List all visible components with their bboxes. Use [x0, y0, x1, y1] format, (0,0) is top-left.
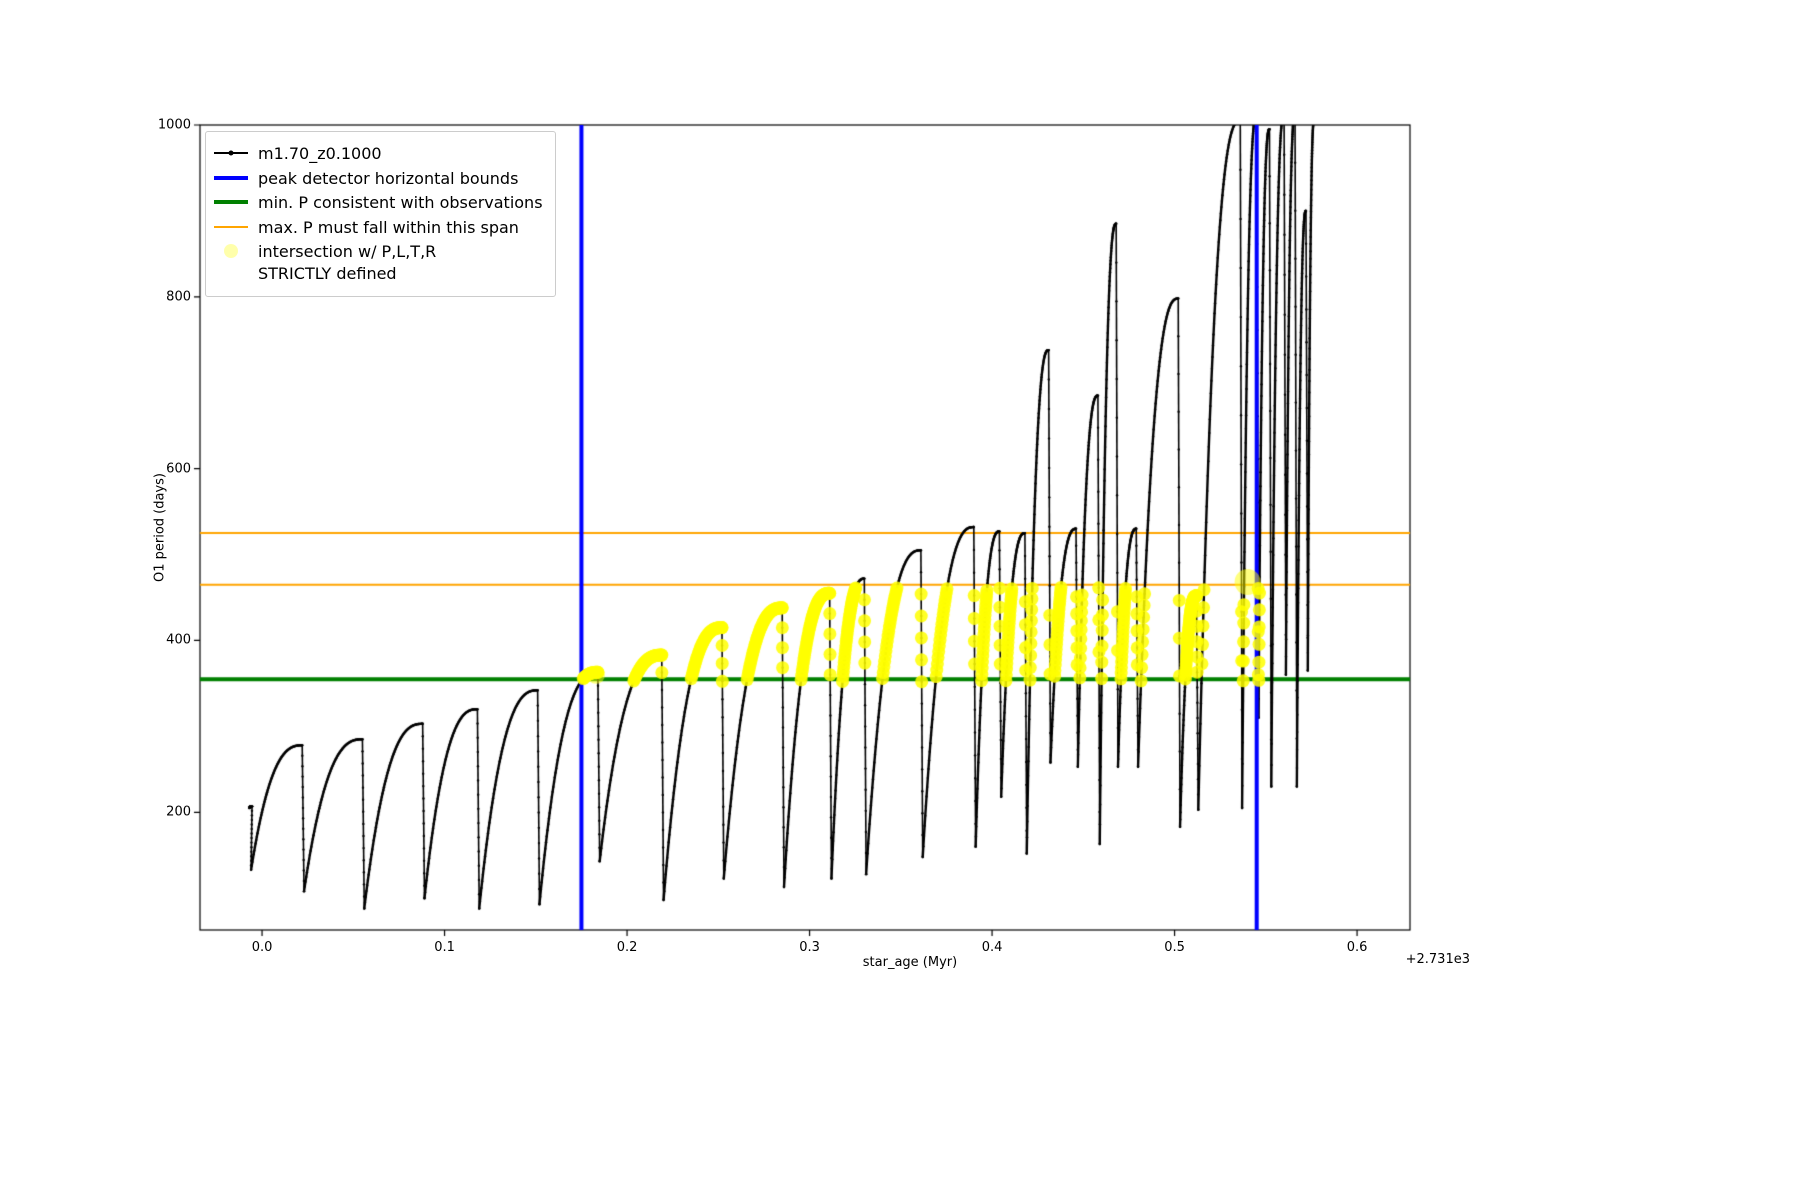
legend-item: peak detector horizontal bounds [214, 168, 543, 190]
x-tick-label: 0.3 [799, 940, 820, 955]
legend-item: max. P must fall within this span [214, 217, 543, 239]
legend-label: m1.70_z0.1000 [258, 144, 382, 163]
y-tick-label: 600 [166, 461, 191, 477]
legend-marker-line [214, 217, 248, 237]
x-tick-label: 0.0 [251, 940, 273, 955]
legend-item: min. P consistent with observations [214, 192, 543, 214]
legend-marker-thick-line [214, 168, 248, 188]
y-tick-label: 200 [166, 804, 191, 820]
x-axis-label: star_age (Myr) [862, 955, 958, 970]
y-axis-label: O1 period (days) [152, 473, 168, 583]
x-tick-label: 0.5 [1164, 940, 1185, 955]
legend-label: intersection w/ P,L,T,R STRICTLY defined [258, 242, 437, 283]
x-tick-label: 0.1 [434, 940, 455, 955]
legend-item: m1.70_z0.1000 [214, 143, 543, 165]
legend-marker-thick-line [214, 192, 248, 212]
legend-marker-line-dot [214, 143, 248, 163]
x-tick-label: 0.6 [1346, 940, 1368, 955]
y-tick-label: 800 [166, 289, 191, 305]
legend-label: min. P consistent with observations [258, 193, 543, 213]
legend-marker-dot [214, 241, 248, 261]
legend-item: intersection w/ P,L,T,R STRICTLY defined [214, 241, 543, 284]
legend-label: peak detector horizontal bounds [258, 168, 519, 188]
x-tick-label: 0.4 [981, 940, 1003, 955]
y-tick-label: 400 [166, 632, 191, 648]
y-tick-label: 1000 [157, 117, 191, 133]
x-axis-offset-text: +2.731e3 [1405, 952, 1470, 967]
legend-label: max. P must fall within this span [258, 217, 519, 237]
x-tick-label: 0.2 [616, 940, 638, 955]
